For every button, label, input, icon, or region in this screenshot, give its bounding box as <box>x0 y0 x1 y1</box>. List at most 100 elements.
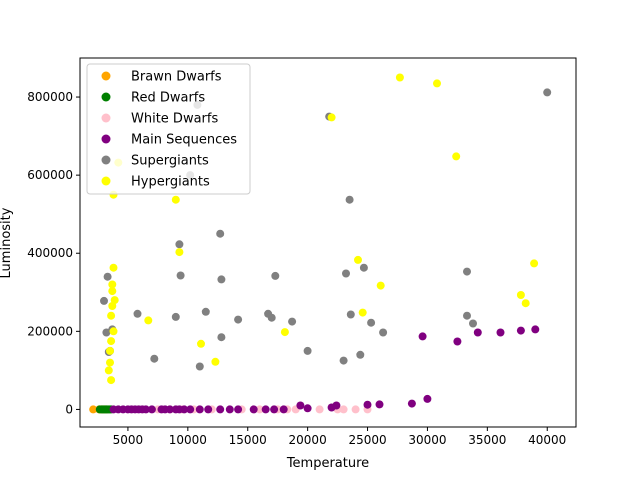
data-point <box>453 337 462 346</box>
data-point <box>395 73 404 82</box>
data-point <box>186 405 195 414</box>
legend-marker <box>101 113 111 123</box>
data-point <box>234 405 243 414</box>
legend-label: Main Sequences <box>131 133 237 148</box>
data-point <box>280 328 289 337</box>
x-tick-label: 5000 <box>113 433 144 447</box>
x-tick-label: 15000 <box>229 433 267 447</box>
data-point <box>216 229 225 238</box>
data-point <box>379 328 388 337</box>
y-tick-label: 800000 <box>27 90 73 104</box>
legend-label: Hypergiants <box>131 175 210 190</box>
data-point <box>516 291 525 299</box>
data-point <box>327 113 336 122</box>
data-point <box>363 400 372 409</box>
data-point <box>102 328 111 337</box>
data-point <box>109 263 118 272</box>
data-point <box>271 271 280 280</box>
data-point <box>375 400 384 409</box>
legend-item: Brawn Dwarfs <box>101 70 222 85</box>
data-point <box>195 405 204 414</box>
x-tick-label: 25000 <box>348 433 386 447</box>
data-point <box>359 263 368 272</box>
data-point <box>521 299 530 308</box>
data-point <box>197 339 205 348</box>
data-point <box>463 267 471 276</box>
data-point <box>109 327 118 336</box>
legend-label: Red Dwarfs <box>131 91 205 106</box>
y-axis-label: Luminosity <box>0 207 14 278</box>
legend-marker <box>101 71 111 81</box>
data-point <box>217 275 226 284</box>
legend-item: Main Sequences <box>101 133 237 148</box>
legend-label: Brawn Dwarfs <box>131 70 222 85</box>
data-point <box>176 271 185 280</box>
data-point <box>296 401 305 410</box>
legend-marker <box>101 92 111 102</box>
data-point <box>469 319 477 328</box>
data-point <box>108 302 117 310</box>
data-point <box>180 405 189 414</box>
legend-label: Supergiants <box>131 154 209 169</box>
data-point <box>104 366 113 375</box>
data-point <box>530 259 539 268</box>
data-point <box>144 316 153 325</box>
data-point <box>332 401 341 410</box>
data-point <box>195 362 204 371</box>
data-point <box>141 405 150 414</box>
data-point <box>211 357 220 366</box>
data-point <box>106 346 114 355</box>
data-point <box>175 248 184 257</box>
data-point <box>279 405 288 414</box>
x-tick-label: 35000 <box>468 433 506 447</box>
x-axis: 5000 10000 15000 20000 25000 30000 35000 40000 <box>113 427 566 447</box>
data-point <box>303 346 312 355</box>
data-point <box>376 281 385 290</box>
legend-item: Red Dwarfs <box>101 91 205 106</box>
data-point <box>165 405 174 414</box>
data-point <box>339 405 348 414</box>
data-point <box>463 311 471 320</box>
data-point <box>516 326 525 335</box>
x-tick-label: 10000 <box>169 433 207 447</box>
data-point <box>175 240 184 249</box>
legend: Brawn Dwarfs Red Dwarfs White Dwarfs Main S… <box>86 63 251 195</box>
data-point <box>531 325 540 334</box>
data-point <box>346 310 355 319</box>
data-point <box>147 405 156 414</box>
data-point <box>423 394 432 403</box>
data-point <box>543 88 552 97</box>
y-tick-label: 0 <box>65 402 73 416</box>
data-point <box>89 405 98 414</box>
data-point <box>367 318 376 327</box>
data-point <box>358 308 367 317</box>
data-point <box>107 376 116 385</box>
data-point <box>345 195 354 204</box>
x-tick-label: 40000 <box>528 433 566 447</box>
legend-marker <box>101 155 111 165</box>
y-axis: 0 200000 400000 600000 800000 <box>27 90 80 416</box>
data-point <box>133 309 142 318</box>
legend-marker <box>101 176 111 186</box>
x-axis-label: Temperature <box>286 456 369 471</box>
y-tick-label: 600000 <box>27 168 73 182</box>
data-point <box>452 152 461 161</box>
x-tick-label: 20000 <box>289 433 327 447</box>
data-point <box>225 405 234 414</box>
y-tick-label: 200000 <box>27 324 73 338</box>
data-point <box>351 405 360 414</box>
data-point <box>106 358 114 367</box>
data-point <box>267 313 276 322</box>
data-point <box>108 287 117 296</box>
legend-label: White Dwarfs <box>131 112 218 127</box>
data-point <box>270 405 279 414</box>
data-point <box>201 307 210 316</box>
legend-item: Hypergiants <box>101 175 210 190</box>
data-point <box>315 405 324 414</box>
series-3 <box>109 325 540 414</box>
series-1 <box>95 405 116 414</box>
data-point <box>261 405 270 414</box>
x-tick-label: 30000 <box>408 433 446 447</box>
data-point <box>108 280 117 289</box>
data-point <box>342 269 350 278</box>
